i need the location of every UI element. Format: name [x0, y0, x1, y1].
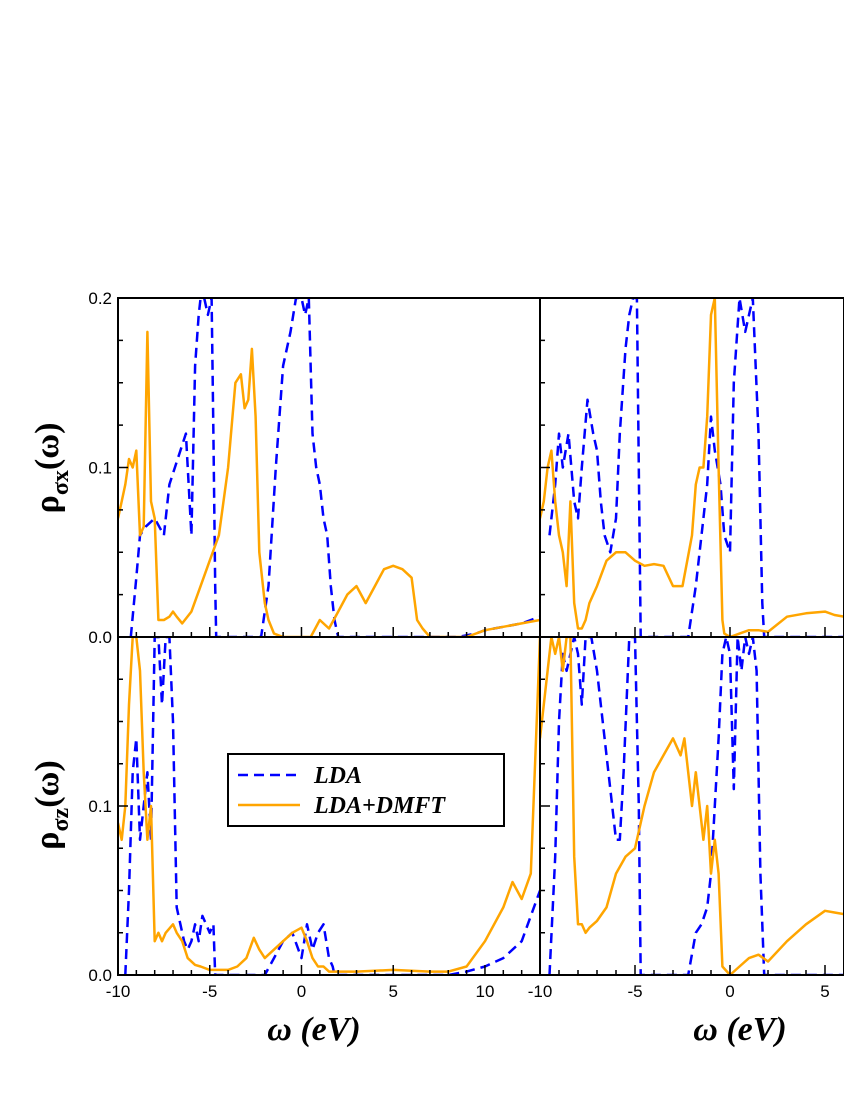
x-tick-label: -5: [202, 982, 217, 1001]
axis-labels: ω (eV) ω (eV) ρσx(ω) ρσz(ω): [29, 423, 787, 1048]
y-title-bottom-tail: (ω): [29, 760, 66, 808]
x-tick-label: 0: [297, 982, 306, 1001]
y-title-top-main: ρ: [29, 495, 66, 513]
y-tick-label: 0.2: [88, 289, 112, 308]
y-tick-label: 0.0: [88, 628, 112, 647]
x-tick-label: -10: [528, 982, 553, 1001]
y-tick-label: 0.1: [88, 797, 112, 816]
x-tick-label: 5: [388, 982, 397, 1001]
y-axis-title-top: ρσx(ω): [29, 423, 74, 514]
x-tick-label: 10: [475, 982, 494, 1001]
x-tick-label: -5: [627, 982, 642, 1001]
x-tick-label: -10: [106, 982, 131, 1001]
y-tick-label: 0.1: [88, 459, 112, 478]
series-lda-bottom-right: [548, 637, 844, 975]
series-lda-top-left: [129, 298, 540, 637]
panel-frame: [539, 297, 844, 638]
panel-top-right: [539, 297, 844, 638]
y-title-top-tail: (ω): [29, 423, 66, 471]
panel-frame: [117, 297, 541, 638]
legend-label-lda: LDA: [313, 763, 362, 789]
y-tick-label: 0.0: [88, 966, 112, 985]
series-lda-bottom-left: [124, 637, 540, 975]
x-tick-label: 0: [725, 982, 734, 1001]
series-lda-dmft-top-left: [118, 330, 540, 637]
legend-box: [227, 753, 505, 827]
y-title-bottom-sub: σz: [48, 807, 74, 831]
x-tick-label: 5: [820, 982, 829, 1001]
series-lda-dmft-bottom-right: [540, 637, 844, 975]
y-title-bottom-main: ρ: [29, 832, 66, 850]
y-title-top-sub: σx: [48, 470, 74, 495]
x-axis-title-right: ω (eV): [693, 1011, 787, 1048]
legend: LDA LDA+DMFT: [227, 753, 505, 827]
y-axis-title-bottom: ρσz(ω): [29, 760, 74, 849]
series-lda-dmft-top-right: [540, 298, 844, 637]
plot-panels: 0.0 0.1 0.2 -10 -5 0 5 10 0.0 0.1 -10 -5 0 5: [88, 289, 844, 1001]
panel-bottom-right: -10 -5 0 5: [528, 636, 844, 1001]
legend-label-lda-dmft: LDA+DMFT: [313, 793, 446, 819]
panel-top-left: 0.0 0.1 0.2: [88, 289, 541, 647]
x-axis-title-left: ω (eV): [267, 1011, 361, 1048]
series-lda-top-right: [548, 298, 844, 637]
